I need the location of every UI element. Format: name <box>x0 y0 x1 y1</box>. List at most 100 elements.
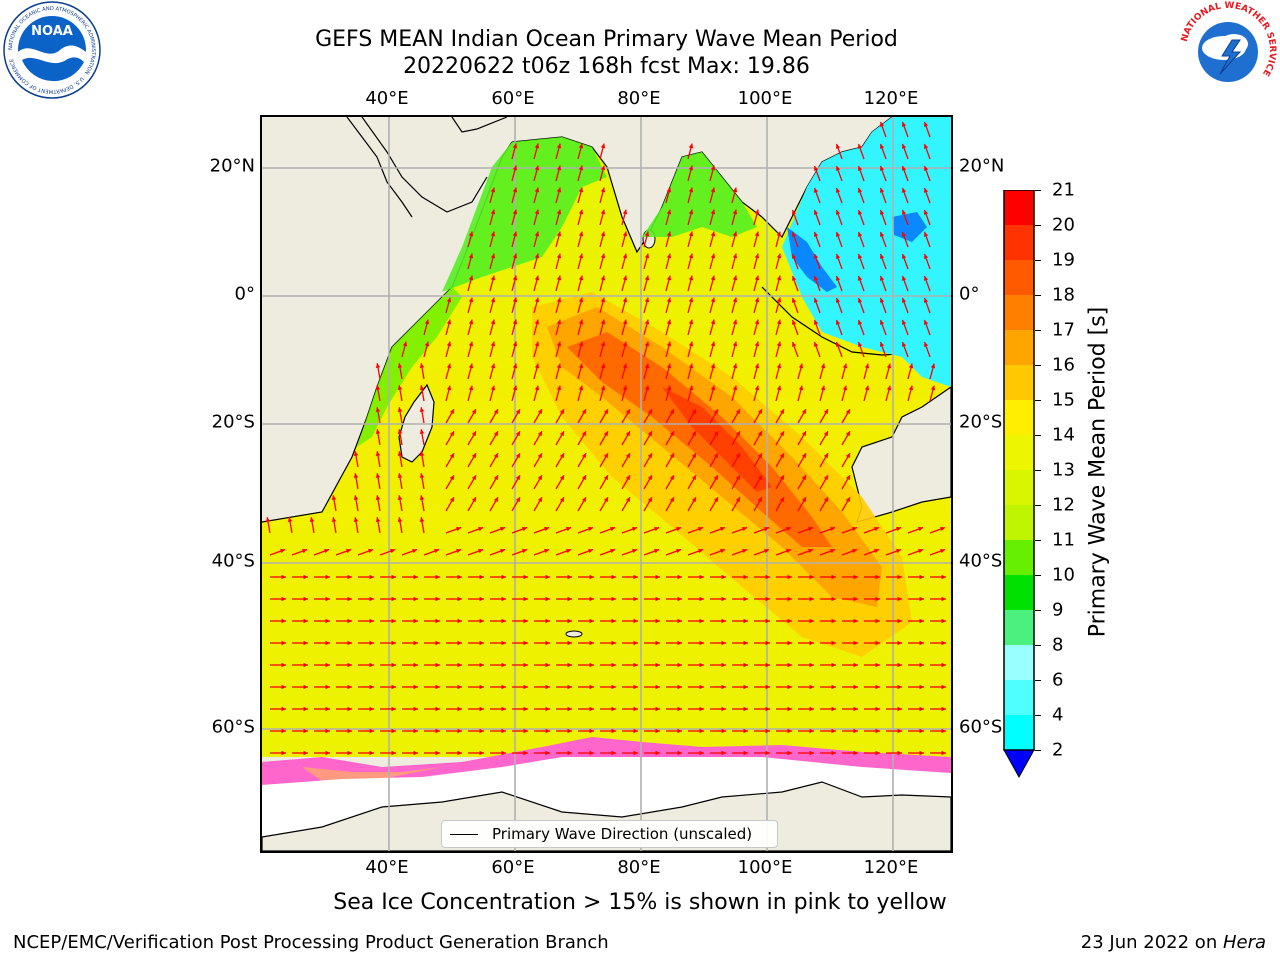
wave-arrow-head <box>666 231 672 237</box>
colorbar-tick-mark <box>1035 470 1041 471</box>
wave-arrow-head <box>754 209 760 215</box>
wave-arrow-head <box>397 495 403 501</box>
wave-arrow-head <box>457 706 462 712</box>
wave-arrow-head <box>732 341 738 347</box>
wave-arrow-head <box>823 475 828 481</box>
wave-arrow-head <box>732 187 738 193</box>
wave-arrow-head <box>419 451 425 457</box>
wave-arrow-head <box>940 526 946 532</box>
wave-arrow-head <box>493 453 498 459</box>
wave-arrow-head <box>779 497 784 503</box>
wave-arrow-head <box>743 662 748 668</box>
wave-arrow-head <box>677 596 682 602</box>
wave-arrow-head <box>265 517 271 523</box>
wave-arrow-head <box>677 618 682 624</box>
wave-arrow-head <box>479 596 484 602</box>
wave-arrow-head <box>545 596 550 602</box>
wave-arrow-head <box>845 409 850 415</box>
wave-arrow-head <box>622 385 628 391</box>
wave-arrow-head <box>647 497 652 503</box>
wave-arrow-head <box>468 319 474 325</box>
wave-arrow-head <box>449 453 454 459</box>
wave-arrow-head <box>578 253 584 259</box>
wave-arrow-head <box>835 165 841 171</box>
wave-arrow-head <box>468 341 474 347</box>
wave-arrow-head <box>923 275 929 281</box>
colorbar-tick-label: 8 <box>1052 634 1064 656</box>
wave-arrow-head <box>879 187 885 193</box>
wave-arrow-head <box>765 706 770 712</box>
wave-arrow-head <box>457 684 462 690</box>
wave-arrow-head <box>919 706 924 712</box>
wave-arrow-head <box>809 706 814 712</box>
wave-arrow-head <box>835 297 841 303</box>
wave-arrow-head <box>809 750 814 756</box>
wave-arrow-head <box>446 297 452 303</box>
lat-tick-left-0: 0° <box>234 283 255 305</box>
wave-arrow-head <box>735 409 740 415</box>
wave-arrow-head <box>765 662 770 668</box>
lat-tick-right-40s: 40°S <box>959 550 1003 572</box>
wave-arrow-head <box>721 596 726 602</box>
wave-arrow-head <box>478 548 484 554</box>
wave-arrow-head <box>457 618 462 624</box>
wave-arrow-head <box>787 706 792 712</box>
wave-arrow-head <box>743 706 748 712</box>
wave-arrow-head <box>644 363 650 369</box>
wave-arrow-head <box>835 209 841 215</box>
wave-arrow-head <box>369 684 374 690</box>
wave-arrow-head <box>857 319 863 325</box>
wave-arrow-head <box>603 453 608 459</box>
wave-arrow-head <box>501 750 506 756</box>
wave-arrow-head <box>808 526 814 532</box>
nws-logo: NATIONAL WEATHER SERVICE <box>1180 1 1277 98</box>
colorbar-tick-mark <box>1035 260 1041 261</box>
wave-arrow-head <box>853 750 858 756</box>
lon-tick-top-100e: 100°E <box>737 88 793 109</box>
wave-arrow-head <box>567 618 572 624</box>
colorbar-tick-label: 2 <box>1052 739 1064 761</box>
wave-arrow-head <box>556 253 562 259</box>
wave-arrow-head <box>559 453 564 459</box>
wave-arrow-head <box>479 728 484 734</box>
wave-arrow-head <box>835 253 841 259</box>
wave-arrow-head <box>413 662 418 668</box>
wave-arrow-head <box>578 231 584 237</box>
wave-arrow-head <box>757 431 762 437</box>
blue-patch-2 <box>892 212 927 242</box>
wave-arrow-head <box>644 341 650 347</box>
lon-tick-bottom-120e: 120°E <box>863 857 919 878</box>
wave-arrow-head <box>435 618 440 624</box>
wave-arrow-head <box>457 728 462 734</box>
wave-arrow-head <box>347 574 352 580</box>
wave-arrow-head <box>471 453 476 459</box>
wave-arrow-head <box>901 341 907 347</box>
wave-arrow-head <box>625 431 630 437</box>
wave-arrow-head <box>677 728 682 734</box>
wave-arrow-head <box>919 618 924 624</box>
wave-arrow-head <box>611 706 616 712</box>
wave-arrow-head <box>523 728 528 734</box>
wave-arrow-head <box>831 640 836 646</box>
wave-arrow-head <box>435 750 440 756</box>
wave-arrow-head <box>534 143 540 149</box>
wave-arrow-head <box>809 684 814 690</box>
wave-arrow-head <box>512 297 518 303</box>
wave-arrow-head <box>419 429 425 435</box>
wave-arrow-head <box>600 363 606 369</box>
wave-arrow-head <box>523 684 528 690</box>
wave-arrow-head <box>611 684 616 690</box>
wave-arrow-head <box>559 409 564 415</box>
wave-arrow-head <box>588 548 594 554</box>
wave-arrow-head <box>347 618 352 624</box>
wave-arrow-head <box>419 473 425 479</box>
wave-arrow-head <box>534 363 540 369</box>
wave-arrow-head <box>600 187 606 193</box>
wave-arrow-head <box>688 165 694 171</box>
colorbar-tick-label: 19 <box>1052 249 1075 271</box>
wave-arrow-head <box>879 341 885 347</box>
wave-arrow-head <box>698 526 704 532</box>
wave-arrow-head <box>787 618 792 624</box>
wave-arrow-head <box>559 475 564 481</box>
wave-arrow-head <box>798 385 804 391</box>
